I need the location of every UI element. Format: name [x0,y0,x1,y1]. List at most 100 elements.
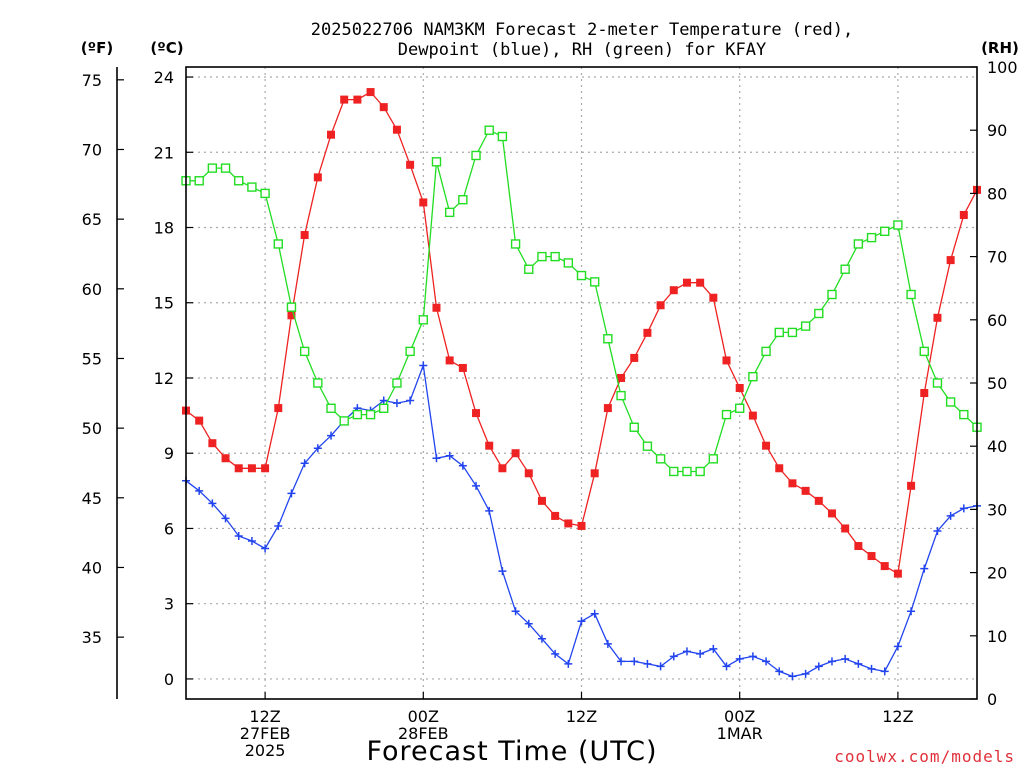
rh-point [708,454,719,464]
temperature-point [392,125,401,134]
temperature-point [814,496,823,505]
temperature-point [511,449,520,458]
dewpoint-point [775,667,784,676]
fahrenheit-tick-label: 70 [82,140,102,159]
temperature-point [247,464,256,473]
x-tick-label: 12Z [882,707,913,726]
dewpoint-point [551,649,560,658]
rh-point [563,258,574,268]
rh-tick-label: 0 [987,690,997,709]
chart-title-line1: 2025022706 NAM3KM Forecast 2-meter Tempe… [311,20,853,40]
temperature-point [221,454,230,463]
dewpoint-point [419,361,428,370]
rh-point [510,239,521,249]
dewpoint-point [590,609,599,618]
rh-point [576,270,587,281]
temperature-point [656,301,665,310]
dewpoint-point [682,647,691,656]
temperature-point [893,569,902,578]
temperature-point [788,479,797,488]
rh-point [932,378,943,388]
rh-point [959,409,969,420]
dewpoint-point [630,657,639,666]
temperature-point [537,496,546,505]
rh-point [379,403,389,413]
dewpoint-point [854,659,863,668]
temperature-point [735,384,744,393]
temperature-point [603,404,612,413]
rh-point [418,315,428,325]
dewpoint-point [722,662,731,671]
dewpoint-point [564,659,573,668]
rh-point [761,346,771,357]
temperature-point [907,481,916,490]
temperature-point [498,464,507,473]
rh-point [550,251,560,262]
rh-point [695,466,705,477]
temperature-point [208,439,217,448]
temperature-point [709,293,718,302]
dewpoint-point [379,396,388,405]
celsius-tick-label: 18 [154,219,174,238]
temperature-point [234,464,243,473]
dewpoint-point [788,672,797,681]
fahrenheit-tick-label: 50 [82,419,102,438]
rh-point [827,289,837,300]
temperature-point [287,311,296,320]
rh-point [616,390,626,401]
celsius-tick-label: 9 [164,444,174,463]
x-tick-label: 1MAR [717,724,763,743]
temperature-point [959,210,968,219]
dewpoint-point [867,664,876,673]
dewpoint-point [392,399,401,408]
dewpoint-point [234,531,243,540]
rh-point [735,403,745,413]
dewpoint-point [498,567,507,576]
dewpoint-point [274,521,283,530]
rh-tick-label: 90 [987,121,1007,140]
dewpoint-point [643,659,652,668]
rh-tick-label: 30 [987,500,1007,519]
temperature-point [827,509,836,518]
rh-tick-label: 60 [987,311,1007,330]
temperature-point [564,519,573,528]
dewpoint-point [195,486,204,495]
dewpoint-point [458,461,467,470]
x-tick-label: 12Z [249,707,280,726]
temperature-point [669,286,678,295]
rh-point [313,378,323,388]
temperature-point [379,103,388,112]
temperature-point [445,356,454,365]
rh-point [880,226,890,237]
rh-point [840,264,850,274]
dewpoint-point [577,617,586,626]
x-tick-label: 00Z [724,707,755,726]
rh-point [220,163,231,173]
temperature-point [340,95,349,104]
celsius-tick-label: 12 [154,369,174,388]
dewpoint-point [617,657,626,666]
rh-point [365,409,376,420]
rh-point [471,150,481,161]
dewpoint-point [748,652,757,661]
rh-point [392,378,402,388]
temperature-point [630,353,639,362]
fahrenheit-tick-label: 60 [82,280,102,299]
temperature-point [590,469,599,478]
x-tick-label: 27FEB [240,724,291,743]
x-tick-label: 28FEB [398,724,449,743]
rh-point [787,327,798,338]
temperature-point [867,552,876,561]
temperature-point [472,409,481,418]
rh-point [655,454,666,464]
rh-unit-label: (RH) [981,39,1019,57]
rh-tick-label: 50 [987,374,1007,393]
temperature-point [406,160,415,169]
rh-point [352,409,363,420]
temperature-point [696,278,705,287]
dewpoint-point [300,459,309,468]
fahrenheit-unit-label: (ºF) [81,39,113,57]
temperature-point [577,521,586,530]
temperature-point [920,389,929,398]
rh-point [774,327,784,338]
